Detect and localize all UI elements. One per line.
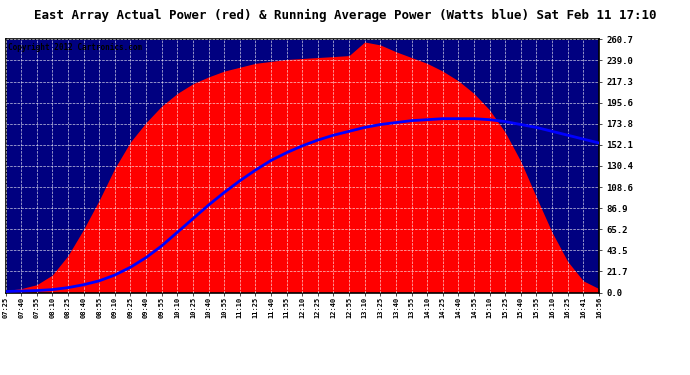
Text: East Array Actual Power (red) & Running Average Power (Watts blue) Sat Feb 11 17: East Array Actual Power (red) & Running …: [34, 9, 656, 22]
Text: Copyright 2012 Cartronics.com: Copyright 2012 Cartronics.com: [8, 43, 143, 52]
